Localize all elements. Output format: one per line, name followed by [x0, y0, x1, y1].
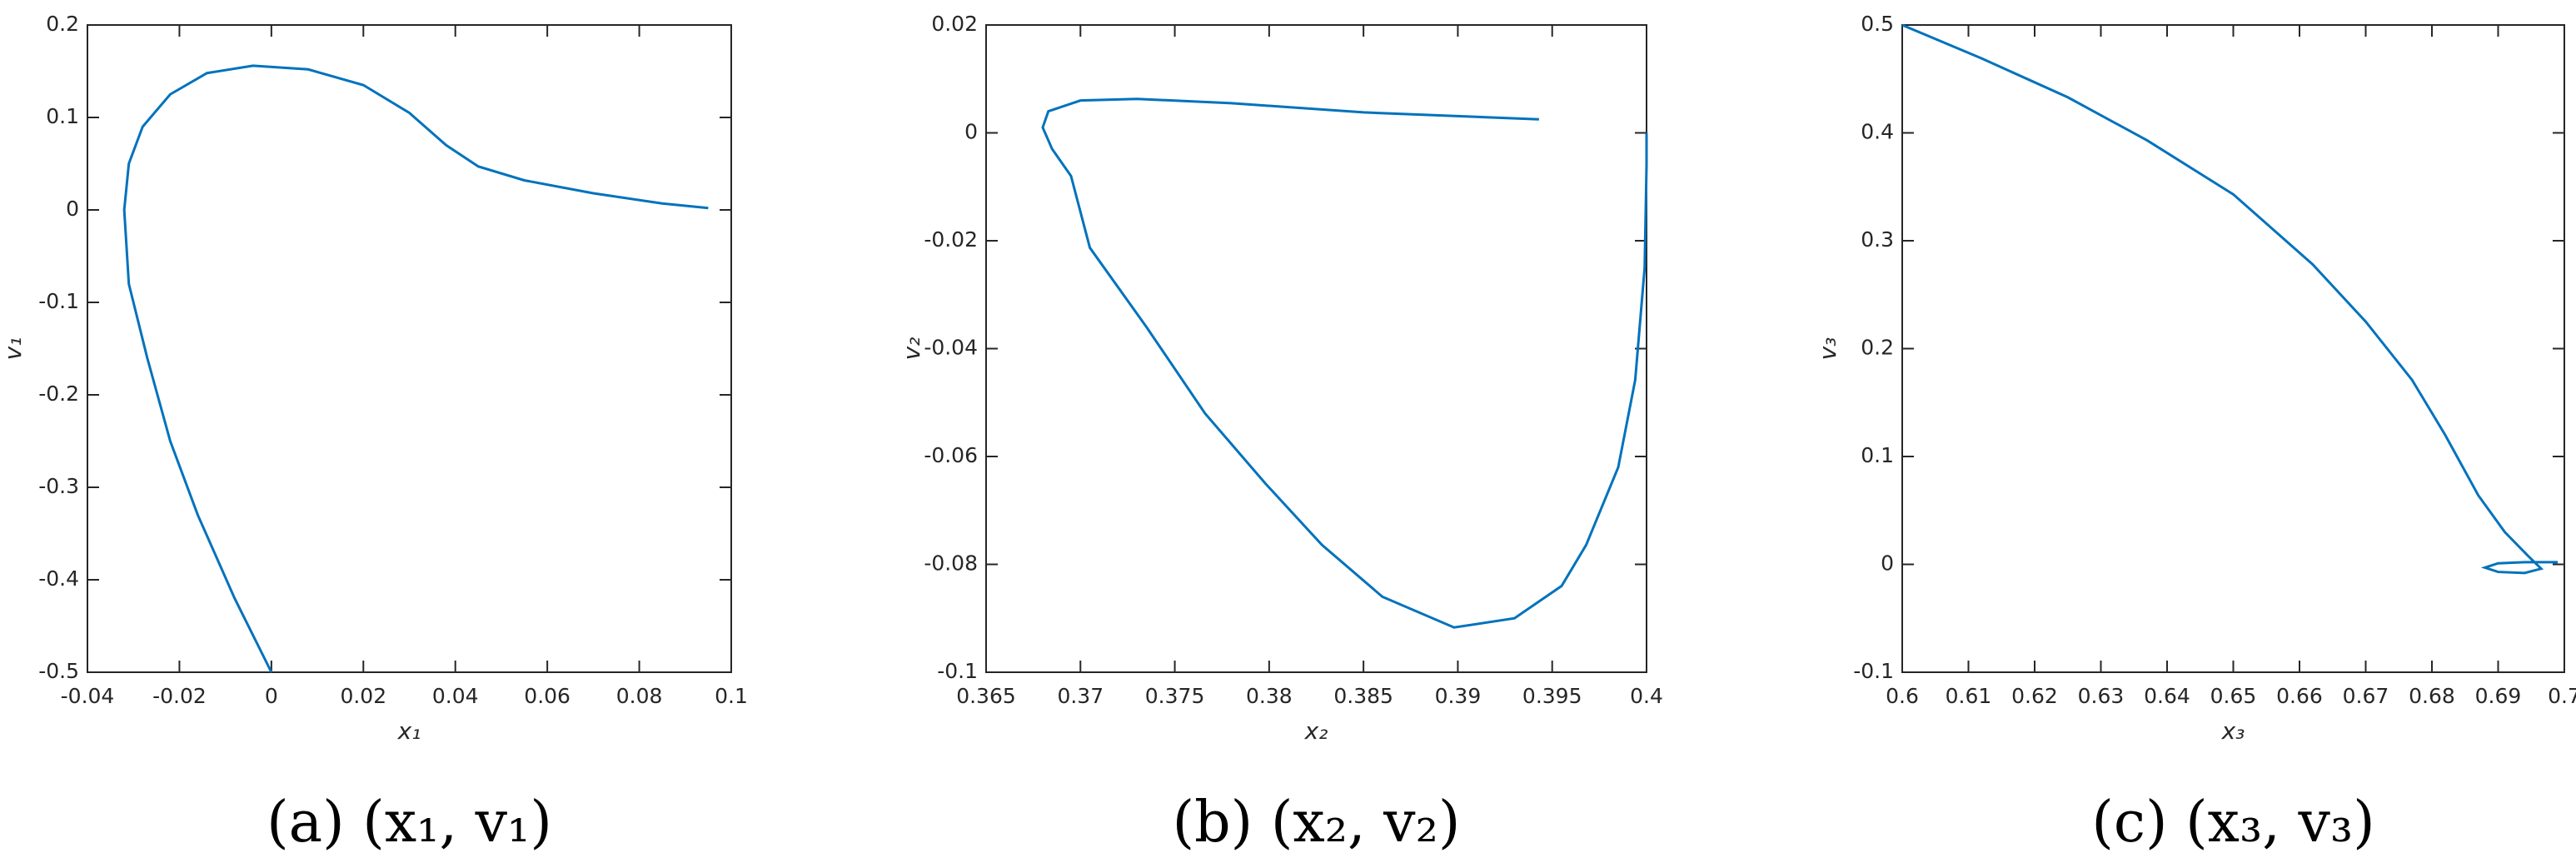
curve [122, 64, 709, 673]
y-tick-label: 0 [1881, 551, 1894, 576]
x-tick-label: 0.62 [2011, 684, 2058, 708]
x-tick-label: 0.38 [1246, 684, 1293, 708]
caption: (a) (x₁, v₁) [267, 790, 552, 856]
x-tick-label: 0.67 [2343, 684, 2389, 708]
x-axis-label: x₁ [397, 717, 421, 745]
y-tick-label: -0.4 [38, 566, 79, 591]
x-tick-label: 0.1 [715, 684, 748, 708]
x-tick-label: 0.375 [1145, 684, 1205, 708]
x-tick-label: 0.06 [524, 684, 571, 708]
y-tick-label: 0.4 [1861, 120, 1894, 144]
caption: (b) (x₂, v₂) [1173, 790, 1461, 856]
y-tick-label: -0.1 [38, 289, 79, 313]
y-tick-label: 0.1 [1861, 443, 1894, 467]
y-tick-label: 0.2 [1861, 336, 1894, 360]
x-tick-label: 0.66 [2276, 684, 2323, 708]
y-axis-label: v₃ [1814, 337, 1841, 361]
x-tick-label: 0.6 [1886, 684, 1919, 708]
x-tick-label: -0.02 [152, 684, 207, 708]
y-tick-label: 0.1 [46, 104, 79, 128]
x-tick-label: 0.39 [1435, 684, 1482, 708]
x-axis-label: x₃ [2221, 717, 2245, 745]
x-tick-label: 0.69 [2475, 684, 2522, 708]
y-tick-label: 0.2 [46, 12, 79, 36]
x-axis-label: x₂ [1304, 717, 1328, 745]
y-axis-label: v₁ [0, 337, 27, 361]
plot-area [87, 24, 732, 673]
x-tick-label: 0.7 [2548, 684, 2576, 708]
y-tick-label: 0.3 [1861, 227, 1894, 252]
y-tick-label: -0.1 [937, 659, 978, 683]
x-tick-label: 0.04 [432, 684, 479, 708]
y-tick-label: -0.06 [924, 443, 978, 467]
y-tick-label: 0.5 [1861, 12, 1894, 36]
x-tick-label: 0.61 [1946, 684, 1992, 708]
y-tick-label: 0.02 [931, 12, 978, 36]
plot-area [1901, 24, 2565, 673]
y-tick-label: -0.1 [1853, 659, 1894, 683]
y-tick-label: -0.08 [924, 551, 978, 576]
x-tick-label: 0.395 [1522, 684, 1582, 708]
x-tick-label: 0.365 [956, 684, 1016, 708]
caption: (c) (x₃, v₃) [2091, 790, 2374, 856]
x-tick-label: 0 [265, 684, 278, 708]
plot-area [985, 24, 1647, 673]
y-tick-label: -0.02 [924, 227, 978, 252]
y-tick-label: -0.04 [924, 336, 978, 360]
x-tick-label: -0.04 [61, 684, 115, 708]
x-tick-label: 0.63 [2078, 684, 2125, 708]
curve [1901, 23, 2559, 575]
x-tick-label: 0.65 [2210, 684, 2257, 708]
x-tick-label: 0.68 [2409, 684, 2455, 708]
y-tick-label: -0.2 [38, 382, 79, 406]
x-tick-label: 0.37 [1057, 684, 1104, 708]
y-tick-label: -0.5 [38, 659, 79, 683]
y-tick-label: 0 [964, 120, 978, 144]
x-tick-label: 0.64 [2144, 684, 2190, 708]
y-tick-label: -0.3 [38, 474, 79, 498]
curve [1041, 97, 1648, 629]
x-tick-label: 0.4 [1630, 684, 1663, 708]
y-axis-label: v₂ [898, 337, 925, 361]
x-tick-label: 0.02 [340, 684, 386, 708]
x-tick-label: 0.08 [616, 684, 663, 708]
x-tick-label: 0.385 [1333, 684, 1393, 708]
y-tick-label: 0 [66, 197, 79, 221]
